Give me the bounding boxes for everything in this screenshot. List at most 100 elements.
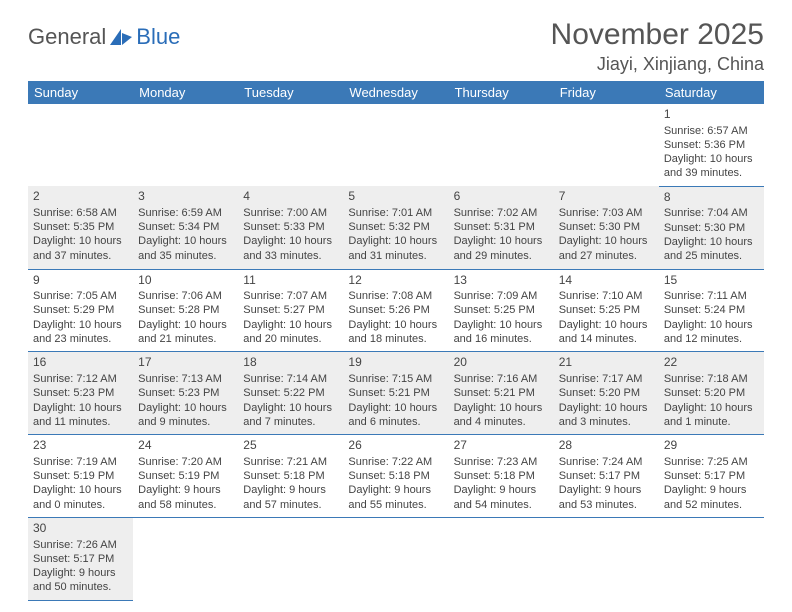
sunset-line: Sunset: 5:18 PM: [348, 469, 443, 483]
sunrise-line: Sunrise: 7:00 AM: [243, 206, 338, 220]
calendar-week-row: 23Sunrise: 7:19 AMSunset: 5:19 PMDayligh…: [28, 435, 764, 518]
sunrise-line: Sunrise: 7:10 AM: [559, 289, 654, 303]
calendar-day-cell: 10Sunrise: 7:06 AMSunset: 5:28 PMDayligh…: [133, 269, 238, 352]
weekday-header: Wednesday: [343, 81, 448, 104]
calendar-day-cell: 15Sunrise: 7:11 AMSunset: 5:24 PMDayligh…: [659, 269, 764, 352]
calendar-day-cell: [554, 517, 659, 600]
weekday-header: Friday: [554, 81, 659, 104]
sunset-line: Sunset: 5:26 PM: [348, 303, 443, 317]
daylight-line: Daylight: 10 hours and 25 minutes.: [664, 235, 759, 264]
day-number: 16: [33, 355, 128, 371]
daylight-line: Daylight: 9 hours and 54 minutes.: [454, 483, 549, 512]
daylight-line: Daylight: 10 hours and 14 minutes.: [559, 318, 654, 347]
daylight-line: Daylight: 9 hours and 58 minutes.: [138, 483, 233, 512]
sunrise-line: Sunrise: 7:09 AM: [454, 289, 549, 303]
sunrise-line: Sunrise: 7:12 AM: [33, 372, 128, 386]
sunset-line: Sunset: 5:23 PM: [33, 386, 128, 400]
sunrise-line: Sunrise: 7:19 AM: [33, 455, 128, 469]
sunrise-line: Sunrise: 7:05 AM: [33, 289, 128, 303]
day-number: 1: [664, 107, 759, 123]
sunset-line: Sunset: 5:25 PM: [559, 303, 654, 317]
day-number: 12: [348, 273, 443, 289]
day-number: 10: [138, 273, 233, 289]
calendar-day-cell: 21Sunrise: 7:17 AMSunset: 5:20 PMDayligh…: [554, 352, 659, 435]
day-number: 17: [138, 355, 233, 371]
sunset-line: Sunset: 5:35 PM: [33, 220, 128, 234]
day-number: 25: [243, 438, 338, 454]
daylight-line: Daylight: 10 hours and 18 minutes.: [348, 318, 443, 347]
sunrise-line: Sunrise: 7:03 AM: [559, 206, 654, 220]
day-number: 5: [348, 189, 443, 205]
title-block: November 2025 Jiayi, Xinjiang, China: [551, 18, 764, 75]
calendar-day-cell: 18Sunrise: 7:14 AMSunset: 5:22 PMDayligh…: [238, 352, 343, 435]
weekday-header: Saturday: [659, 81, 764, 104]
calendar-day-cell: 29Sunrise: 7:25 AMSunset: 5:17 PMDayligh…: [659, 435, 764, 518]
day-number: 6: [454, 189, 549, 205]
daylight-line: Daylight: 10 hours and 39 minutes.: [664, 152, 759, 181]
logo-text-blue: Blue: [136, 24, 180, 50]
logo-text-general: General: [28, 24, 106, 50]
day-number: 3: [138, 189, 233, 205]
sunset-line: Sunset: 5:29 PM: [33, 303, 128, 317]
sunrise-line: Sunrise: 7:11 AM: [664, 289, 759, 303]
sunset-line: Sunset: 5:30 PM: [664, 221, 759, 235]
sail-icon: [108, 27, 134, 47]
sunset-line: Sunset: 5:21 PM: [454, 386, 549, 400]
daylight-line: Daylight: 10 hours and 0 minutes.: [33, 483, 128, 512]
day-number: 22: [664, 355, 759, 371]
sunset-line: Sunset: 5:36 PM: [664, 138, 759, 152]
daylight-line: Daylight: 10 hours and 4 minutes.: [454, 401, 549, 430]
day-number: 2: [33, 189, 128, 205]
calendar-day-cell: 6Sunrise: 7:02 AMSunset: 5:31 PMDaylight…: [449, 186, 554, 269]
calendar-day-cell: 12Sunrise: 7:08 AMSunset: 5:26 PMDayligh…: [343, 269, 448, 352]
calendar-day-cell: [449, 517, 554, 600]
sunset-line: Sunset: 5:18 PM: [243, 469, 338, 483]
calendar-day-cell: 1Sunrise: 6:57 AMSunset: 5:36 PMDaylight…: [659, 104, 764, 186]
sunrise-line: Sunrise: 7:16 AM: [454, 372, 549, 386]
daylight-line: Daylight: 10 hours and 21 minutes.: [138, 318, 233, 347]
sunset-line: Sunset: 5:25 PM: [454, 303, 549, 317]
daylight-line: Daylight: 10 hours and 16 minutes.: [454, 318, 549, 347]
day-number: 26: [348, 438, 443, 454]
daylight-line: Daylight: 10 hours and 11 minutes.: [33, 401, 128, 430]
daylight-line: Daylight: 9 hours and 50 minutes.: [33, 566, 128, 595]
calendar-day-cell: 14Sunrise: 7:10 AMSunset: 5:25 PMDayligh…: [554, 269, 659, 352]
sunrise-line: Sunrise: 7:07 AM: [243, 289, 338, 303]
calendar-day-cell: 4Sunrise: 7:00 AMSunset: 5:33 PMDaylight…: [238, 186, 343, 269]
day-number: 7: [559, 189, 654, 205]
sunset-line: Sunset: 5:28 PM: [138, 303, 233, 317]
sunset-line: Sunset: 5:17 PM: [33, 552, 128, 566]
sunset-line: Sunset: 5:19 PM: [33, 469, 128, 483]
calendar-day-cell: 20Sunrise: 7:16 AMSunset: 5:21 PMDayligh…: [449, 352, 554, 435]
daylight-line: Daylight: 10 hours and 6 minutes.: [348, 401, 443, 430]
day-number: 14: [559, 273, 654, 289]
day-number: 13: [454, 273, 549, 289]
calendar-day-cell: 22Sunrise: 7:18 AMSunset: 5:20 PMDayligh…: [659, 352, 764, 435]
calendar-week-row: 2Sunrise: 6:58 AMSunset: 5:35 PMDaylight…: [28, 186, 764, 269]
calendar-day-cell: [133, 104, 238, 186]
sunrise-line: Sunrise: 7:01 AM: [348, 206, 443, 220]
daylight-line: Daylight: 10 hours and 31 minutes.: [348, 234, 443, 263]
sunrise-line: Sunrise: 7:14 AM: [243, 372, 338, 386]
sunrise-line: Sunrise: 7:13 AM: [138, 372, 233, 386]
logo: General Blue: [28, 18, 180, 50]
weekday-header: Tuesday: [238, 81, 343, 104]
sunrise-line: Sunrise: 7:21 AM: [243, 455, 338, 469]
daylight-line: Daylight: 10 hours and 35 minutes.: [138, 234, 233, 263]
calendar-day-cell: 9Sunrise: 7:05 AMSunset: 5:29 PMDaylight…: [28, 269, 133, 352]
sunrise-line: Sunrise: 7:22 AM: [348, 455, 443, 469]
daylight-line: Daylight: 10 hours and 1 minute.: [664, 401, 759, 430]
calendar-week-row: 16Sunrise: 7:12 AMSunset: 5:23 PMDayligh…: [28, 352, 764, 435]
daylight-line: Daylight: 10 hours and 27 minutes.: [559, 234, 654, 263]
weekday-header-row: Sunday Monday Tuesday Wednesday Thursday…: [28, 81, 764, 104]
sunset-line: Sunset: 5:20 PM: [664, 386, 759, 400]
sunset-line: Sunset: 5:19 PM: [138, 469, 233, 483]
sunrise-line: Sunrise: 6:59 AM: [138, 206, 233, 220]
calendar-week-row: 1Sunrise: 6:57 AMSunset: 5:36 PMDaylight…: [28, 104, 764, 186]
calendar-day-cell: 27Sunrise: 7:23 AMSunset: 5:18 PMDayligh…: [449, 435, 554, 518]
sunset-line: Sunset: 5:18 PM: [454, 469, 549, 483]
daylight-line: Daylight: 9 hours and 52 minutes.: [664, 483, 759, 512]
sunrise-line: Sunrise: 7:18 AM: [664, 372, 759, 386]
sunset-line: Sunset: 5:33 PM: [243, 220, 338, 234]
calendar-day-cell: 5Sunrise: 7:01 AMSunset: 5:32 PMDaylight…: [343, 186, 448, 269]
